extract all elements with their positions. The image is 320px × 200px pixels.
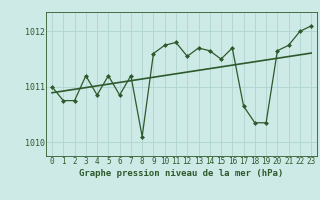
X-axis label: Graphe pression niveau de la mer (hPa): Graphe pression niveau de la mer (hPa) xyxy=(79,169,284,178)
